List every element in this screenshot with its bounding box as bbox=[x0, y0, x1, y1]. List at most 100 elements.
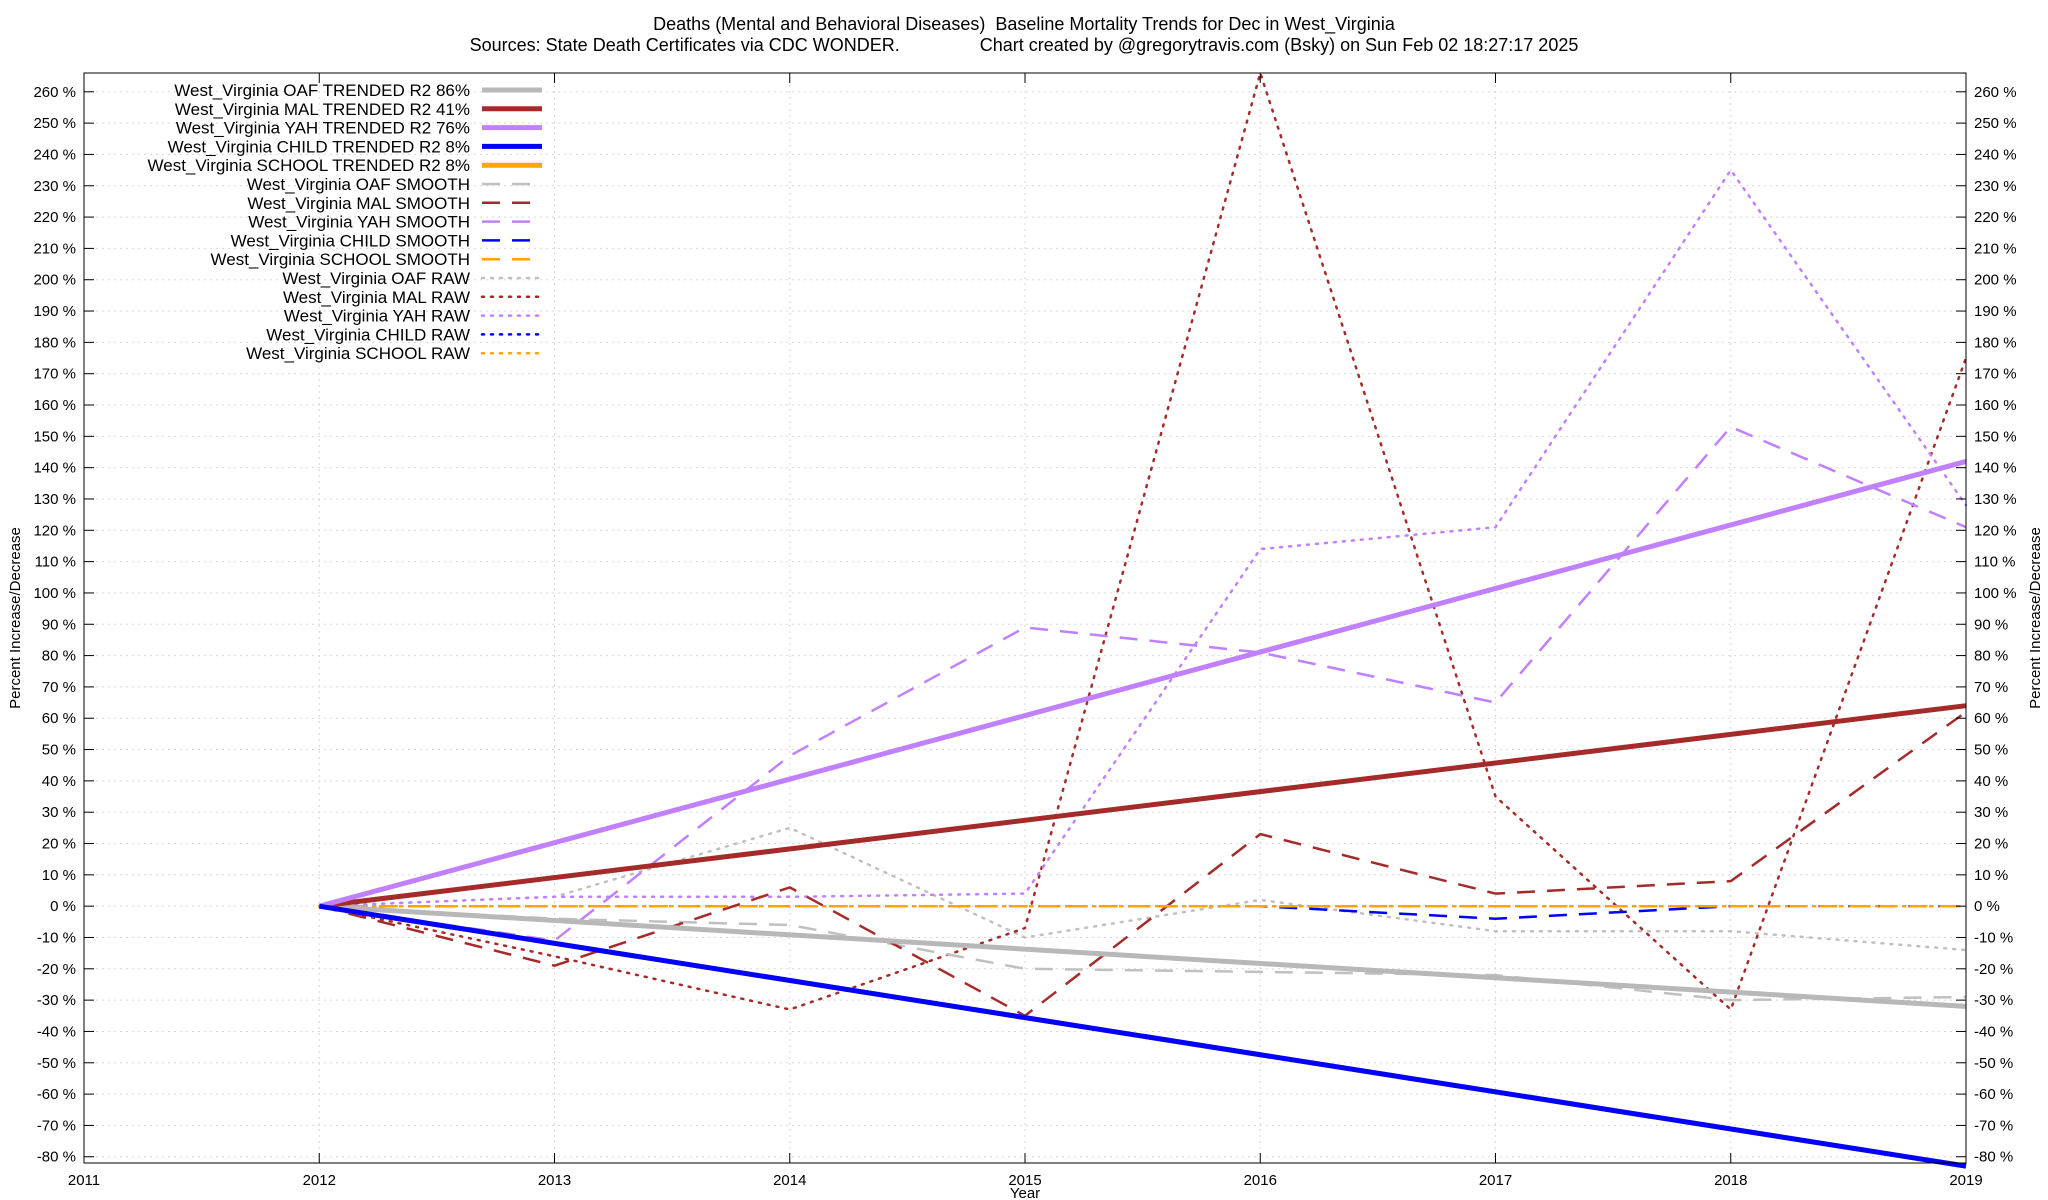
y-tick-label-right: 60 % bbox=[1974, 710, 2008, 727]
y-tick-label-right: 40 % bbox=[1974, 773, 2008, 790]
x-tick-label: 2014 bbox=[773, 1172, 806, 1189]
y-tick-label-right: 110 % bbox=[1974, 554, 2015, 571]
y-tick-label-left: 90 % bbox=[42, 616, 76, 633]
x-tick-label: 2017 bbox=[1479, 1172, 1512, 1189]
y-tick-label-right: -50 % bbox=[1974, 1055, 2013, 1072]
legend-label: West_Virginia YAH TRENDED R2 76% bbox=[176, 119, 470, 138]
y-tick-label-right: 160 % bbox=[1974, 397, 2017, 414]
y-tick-label-left: 50 % bbox=[42, 742, 76, 759]
y-tick-label-left: -60 % bbox=[37, 1086, 76, 1103]
y-tick-label-left: 250 % bbox=[33, 115, 76, 132]
series-line-mal-trended bbox=[318, 703, 1967, 909]
y-tick-label-left: 120 % bbox=[33, 522, 76, 539]
y-tick-label-left: 20 % bbox=[42, 836, 76, 853]
legend-label: West_Virginia CHILD TRENDED R2 8% bbox=[168, 137, 470, 156]
series-line-oaf-smooth bbox=[319, 904, 1967, 1002]
y-tick-label-left: 0 % bbox=[50, 898, 76, 915]
y-tick-label-left: -80 % bbox=[37, 1149, 76, 1166]
legend-label: West_Virginia YAH RAW bbox=[284, 307, 470, 326]
legend-label: West_Virginia SCHOOL TRENDED R2 8% bbox=[148, 156, 470, 175]
y-tick-label-left: -70 % bbox=[37, 1117, 76, 1134]
y-tick-label-right: -60 % bbox=[1974, 1086, 2013, 1103]
series-line-yah-raw bbox=[318, 168, 1968, 908]
series-line-oaf-trended bbox=[319, 903, 1967, 1009]
series-line-child-smooth bbox=[319, 904, 1966, 920]
y-tick-label-right: 20 % bbox=[1974, 836, 2008, 853]
y-tick-label-left: 110 % bbox=[35, 554, 76, 571]
legend-label: West_Virginia SCHOOL SMOOTH bbox=[211, 250, 470, 269]
y-tick-label-right: 0 % bbox=[1974, 898, 2000, 915]
y-tick-label-right: -20 % bbox=[1974, 961, 2013, 978]
y-tick-label-left: -30 % bbox=[37, 992, 76, 1009]
y-tick-label-right: -80 % bbox=[1974, 1149, 2013, 1166]
legend-label: West_Virginia YAH SMOOTH bbox=[248, 213, 470, 232]
x-tick-label: 2011 bbox=[68, 1172, 100, 1189]
y-tick-label-left: 80 % bbox=[42, 648, 76, 665]
y-tick-label-right: 140 % bbox=[1974, 460, 2017, 477]
y-tick-label-left: -50 % bbox=[37, 1055, 76, 1072]
y-tick-label-right: -40 % bbox=[1974, 1023, 2013, 1040]
y-tick-label-right: 120 % bbox=[1974, 522, 2017, 539]
y-tick-label-left: 160 % bbox=[33, 397, 76, 414]
axis-ticks: 2011 2012 2013 2014 2015 2016 2017 2018 2019 -80 … bbox=[33, 73, 2017, 1189]
grid-lines bbox=[83, 73, 1967, 1163]
series-lines bbox=[318, 71, 1968, 1169]
y-tick-label-right: 250 % bbox=[1974, 115, 2017, 132]
y-tick-label-right: 150 % bbox=[1974, 428, 2017, 445]
y-tick-label-right: 50 % bbox=[1974, 742, 2008, 759]
y-tick-label-right: 210 % bbox=[1974, 240, 2017, 257]
y-tick-label-left: 140 % bbox=[33, 460, 76, 477]
legend-label: West_Virginia OAF SMOOTH bbox=[247, 175, 470, 194]
y-tick-label-right: 30 % bbox=[1974, 804, 2008, 821]
y-tick-label-left: 190 % bbox=[33, 303, 76, 320]
y-tick-label-left: 210 % bbox=[33, 240, 76, 257]
y-tick-label-right: 10 % bbox=[1974, 867, 2008, 884]
y-tick-label-right: 200 % bbox=[1974, 272, 2017, 289]
y-tick-label-left: 170 % bbox=[33, 366, 76, 383]
chart-title: Deaths (Mental and Behavioral Diseases) … bbox=[0, 14, 2048, 56]
chart-title-line-2: Sources: State Death Certificates via CD… bbox=[469, 35, 1579, 55]
y-tick-label-left: 180 % bbox=[33, 334, 76, 351]
y-axis-label-right: Percent Increase/Decrease bbox=[2027, 527, 2044, 709]
legend-label: West_Virginia MAL RAW bbox=[283, 288, 470, 307]
chart-title-line-1: Deaths (Mental and Behavioral Diseases) … bbox=[653, 14, 1395, 34]
series-line-mal-raw bbox=[318, 71, 1968, 1011]
y-tick-label-right: 100 % bbox=[1974, 585, 2017, 602]
y-tick-label-right: 80 % bbox=[1974, 648, 2008, 665]
y-tick-label-left: 70 % bbox=[42, 679, 76, 696]
x-tick-label: 2012 bbox=[303, 1172, 336, 1189]
legend-label: West_Virginia OAF TRENDED R2 86% bbox=[174, 81, 470, 100]
y-tick-label-left: 100 % bbox=[33, 585, 76, 602]
legend-label: West_Virginia CHILD RAW bbox=[266, 325, 470, 344]
legend-label: West_Virginia OAF RAW bbox=[282, 269, 470, 288]
series-line-yah-trended bbox=[318, 458, 1967, 909]
y-tick-label-right: 70 % bbox=[1974, 679, 2008, 696]
y-tick-label-left: -40 % bbox=[37, 1023, 76, 1040]
x-tick-label: 2016 bbox=[1244, 1172, 1277, 1189]
y-tick-label-left: 260 % bbox=[33, 84, 76, 101]
y-tick-label-left: -20 % bbox=[37, 961, 76, 978]
x-tick-label: 2015 bbox=[1008, 1172, 1041, 1189]
legend-label: West_Virginia MAL SMOOTH bbox=[247, 194, 470, 213]
y-tick-label-right: 130 % bbox=[1974, 491, 2017, 508]
legend-label: West_Virginia CHILD SMOOTH bbox=[231, 231, 470, 250]
legend: West_Virginia OAF TRENDED R2 86%West_Vir… bbox=[148, 81, 544, 363]
y-tick-label-left: 60 % bbox=[42, 710, 76, 727]
y-tick-label-left: 10 % bbox=[42, 867, 76, 884]
y-tick-label-left: 30 % bbox=[42, 804, 76, 821]
series-line-mal-smooth bbox=[318, 710, 1967, 1018]
legend-label: West_Virginia MAL TRENDED R2 41% bbox=[175, 100, 470, 119]
x-tick-label: 2019 bbox=[1949, 1172, 1982, 1189]
y-tick-label-left: 150 % bbox=[33, 428, 76, 445]
y-tick-label-left: -10 % bbox=[37, 929, 76, 946]
y-tick-label-left: 200 % bbox=[33, 272, 76, 289]
y-tick-label-left: 220 % bbox=[33, 209, 76, 226]
y-tick-label-left: 40 % bbox=[42, 773, 76, 790]
y-axis-label-left: Percent Increase/Decrease bbox=[7, 527, 24, 709]
y-tick-label-right: -70 % bbox=[1974, 1117, 2013, 1134]
legend-label: West_Virginia SCHOOL RAW bbox=[246, 344, 470, 363]
y-tick-label-right: 170 % bbox=[1974, 366, 2017, 383]
x-tick-label: 2018 bbox=[1714, 1172, 1747, 1189]
y-tick-label-right: 220 % bbox=[1974, 209, 2017, 226]
